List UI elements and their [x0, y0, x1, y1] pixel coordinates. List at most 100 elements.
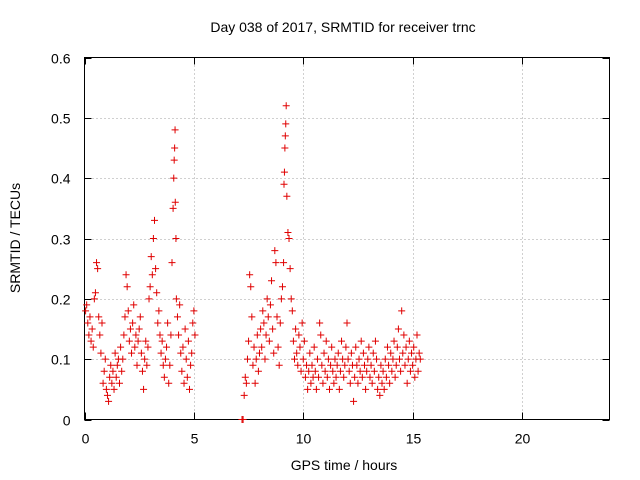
- data-point: [321, 367, 329, 375]
- data-point: [330, 379, 338, 387]
- data-point: [406, 367, 414, 375]
- data-point: [133, 361, 141, 369]
- data-point: [138, 367, 146, 375]
- y-tick-label: 0.4: [51, 171, 71, 187]
- data-point: [148, 271, 156, 279]
- data-point: [249, 361, 257, 369]
- data-point: [86, 313, 94, 321]
- data-point: [187, 361, 195, 369]
- data-point: [409, 361, 417, 369]
- data-point: [189, 319, 197, 327]
- data-point: [285, 235, 293, 242]
- data-point: [125, 337, 133, 345]
- data-point: [351, 373, 359, 381]
- data-point: [269, 325, 277, 333]
- data-point: [332, 373, 340, 381]
- data-point: [264, 313, 272, 321]
- data-point: [145, 295, 153, 303]
- data-point: [379, 367, 387, 375]
- data-point: [99, 379, 107, 387]
- data-point: [270, 349, 278, 357]
- data-point: [320, 349, 328, 357]
- data-point: [367, 361, 375, 369]
- data-point: [327, 361, 335, 369]
- data-point: [391, 373, 399, 381]
- data-point: [295, 331, 303, 339]
- y-tick-label: 0.1: [51, 352, 71, 368]
- data-point: [182, 355, 190, 363]
- x-tick-label: 20: [515, 431, 531, 447]
- data-point: [402, 343, 410, 351]
- data-point: [242, 379, 250, 387]
- data-point: [343, 319, 351, 327]
- data-point: [142, 337, 150, 345]
- data-point: [151, 216, 158, 224]
- data-point: [134, 337, 142, 345]
- data-point: [415, 349, 423, 357]
- data-point: [394, 325, 402, 333]
- y-tick-label: 0.3: [51, 232, 71, 248]
- data-point: [336, 367, 344, 375]
- data-point: [89, 343, 97, 351]
- data-point: [171, 126, 179, 134]
- data-point: [329, 367, 337, 375]
- data-point: [170, 156, 178, 164]
- data-point: [301, 373, 309, 381]
- data-point: [357, 337, 365, 345]
- data-point: [260, 319, 268, 327]
- data-point: [358, 373, 366, 381]
- data-point: [312, 385, 320, 393]
- data-point: [85, 331, 93, 339]
- data-point: [340, 373, 348, 381]
- data-point: [374, 385, 382, 393]
- data-point: [359, 349, 367, 357]
- data-point: [296, 343, 304, 351]
- data-point: [165, 379, 173, 387]
- data-point: [300, 337, 308, 345]
- data-point: [252, 355, 260, 363]
- data-point: [411, 373, 419, 381]
- data-point: [404, 355, 412, 363]
- data-point: [82, 307, 90, 315]
- data-point: [100, 367, 108, 375]
- data-point: [147, 253, 155, 261]
- data-point: [258, 343, 266, 351]
- data-point: [281, 144, 289, 152]
- data-point: [370, 367, 378, 375]
- data-point: [326, 385, 333, 393]
- data-point: [305, 367, 313, 375]
- data-point: [172, 235, 180, 242]
- data-point: [180, 379, 188, 387]
- data-point: [342, 343, 350, 351]
- data-point: [251, 379, 259, 387]
- data-point: [261, 355, 269, 363]
- data-point: [403, 379, 411, 387]
- data-point: [277, 295, 285, 303]
- data-point: [153, 289, 161, 297]
- data-point: [287, 295, 295, 303]
- data-point: [141, 355, 149, 363]
- x-axis-label: GPS time / hours: [291, 457, 398, 473]
- data-point: [393, 343, 401, 351]
- data-point: [154, 319, 162, 327]
- data-point: [241, 373, 249, 381]
- data-point: [178, 367, 186, 375]
- data-point: [371, 337, 379, 345]
- data-point: [366, 373, 374, 381]
- data-point: [94, 265, 102, 273]
- data-point: [240, 391, 248, 399]
- data-point: [98, 319, 106, 327]
- data-point: [103, 391, 111, 399]
- data-point: [144, 343, 152, 351]
- chart-title: Day 038 of 2017, SRMTID for receiver trn…: [210, 19, 475, 35]
- data-point: [373, 355, 381, 363]
- data-point: [291, 355, 298, 363]
- data-point: [386, 379, 394, 387]
- data-point: [257, 325, 265, 333]
- data-point: [284, 228, 292, 236]
- data-point: [122, 271, 130, 279]
- data-point: [149, 235, 157, 242]
- data-point: [298, 319, 306, 327]
- data-point: [334, 349, 342, 357]
- y-tick-label: 0.5: [51, 111, 71, 127]
